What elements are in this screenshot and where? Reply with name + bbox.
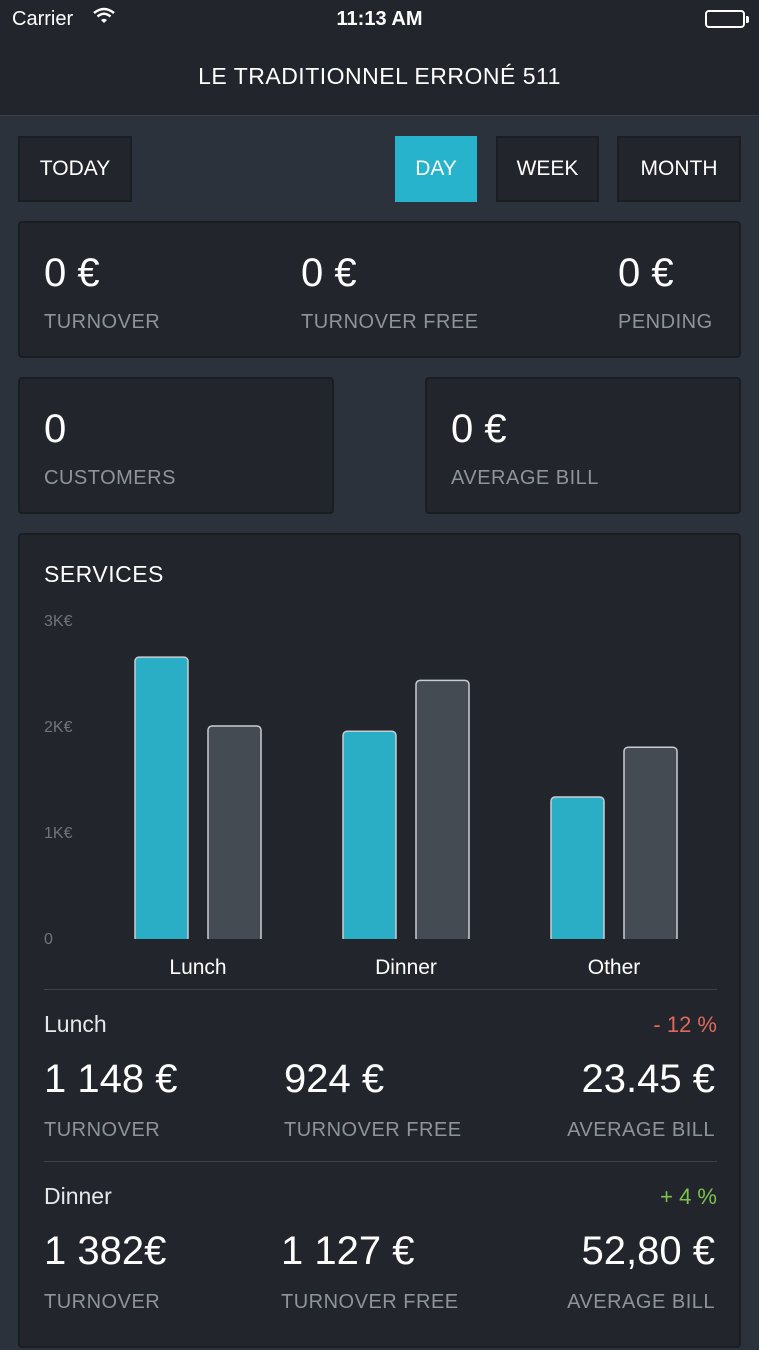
summary-card: 0 € TURNOVER 0 € TURNOVER FREE 0 € PENDI… — [18, 221, 741, 358]
lunch-turnover-free-label: TURNOVER FREE — [284, 1119, 462, 1141]
average-bill-card: 0 € AVERAGE BILL — [425, 377, 741, 514]
divider — [44, 1161, 717, 1162]
lunch-average-bill-value: 23.45 € — [581, 1057, 715, 1101]
service-name-lunch: Lunch — [44, 1011, 107, 1037]
services-card: SERVICES 0 1K€ 2K€ 3K€ Lunch Dinner Other Lunc… — [18, 533, 741, 1348]
customers-value: 0 — [44, 407, 67, 451]
x-category-label: Dinner — [375, 956, 437, 979]
services-title: SERVICES — [44, 561, 164, 587]
day-button[interactable]: DAY — [395, 136, 477, 202]
dinner-turnover-label: TURNOVER — [44, 1291, 161, 1313]
customers-label: CUSTOMERS — [44, 467, 176, 489]
divider — [44, 989, 717, 990]
bar-dinner-1 — [342, 730, 397, 943]
turnover-free-value: 0 € — [301, 251, 357, 295]
page-title: LE TRADITIONNEL ERRONÉ 511 — [0, 38, 759, 116]
services-chart: 0 1K€ 2K€ 3K€ Lunch Dinner Other — [44, 613, 679, 979]
dinner-turnover-free-label: TURNOVER FREE — [281, 1291, 459, 1313]
lunch-average-bill-label: AVERAGE BILL — [567, 1119, 715, 1141]
bar-baseline-mask — [341, 939, 471, 947]
service-name-dinner: Dinner — [44, 1183, 112, 1209]
carrier-label: Carrier — [12, 8, 74, 30]
dinner-average-bill-label: AVERAGE BILL — [567, 1291, 715, 1313]
customers-card: 0 CUSTOMERS — [18, 377, 334, 514]
status-time: 11:13 AM — [336, 8, 423, 30]
month-button[interactable]: MONTH — [617, 136, 741, 202]
y-tick-label: 1K€ — [44, 825, 73, 842]
turnover-label: TURNOVER — [44, 311, 161, 333]
bar-baseline-mask — [133, 939, 263, 947]
week-button[interactable]: WEEK — [496, 136, 599, 202]
dinner-turnover-value: 1 382€ — [44, 1229, 167, 1273]
wifi-icon — [92, 6, 116, 32]
service-delta-lunch: - 12 % — [653, 1012, 717, 1037]
dinner-turnover-free-value: 1 127 € — [281, 1229, 415, 1273]
x-category-label: Other — [588, 956, 641, 979]
dinner-average-bill-value: 52,80 € — [581, 1229, 715, 1273]
today-button[interactable]: TODAY — [18, 136, 132, 202]
status-bar: Carrier 11:13 AM — [0, 0, 759, 38]
average-bill-label: AVERAGE BILL — [451, 467, 599, 489]
pending-label: PENDING — [618, 311, 713, 333]
bar-lunch-2 — [207, 725, 262, 943]
turnover-free-label: TURNOVER FREE — [301, 311, 479, 333]
service-delta-dinner: + 4 % — [660, 1184, 717, 1209]
average-bill-value: 0 € — [451, 407, 507, 451]
y-tick-label: 0 — [44, 931, 53, 948]
bar-baseline-mask — [549, 939, 679, 947]
lunch-turnover-value: 1 148 € — [44, 1057, 178, 1101]
bar-other-2 — [623, 746, 678, 943]
bar-dinner-2 — [415, 679, 470, 943]
turnover-value: 0 € — [44, 251, 100, 295]
lunch-turnover-free-value: 924 € — [284, 1057, 385, 1101]
pending-value: 0 € — [618, 251, 674, 295]
bar-other-1 — [550, 796, 605, 943]
bar-lunch-1 — [134, 656, 189, 943]
battery-icon — [705, 10, 749, 28]
y-tick-label: 3K€ — [44, 613, 73, 630]
y-tick-label: 2K€ — [44, 719, 73, 736]
x-category-label: Lunch — [169, 956, 226, 979]
lunch-turnover-label: TURNOVER — [44, 1119, 161, 1141]
